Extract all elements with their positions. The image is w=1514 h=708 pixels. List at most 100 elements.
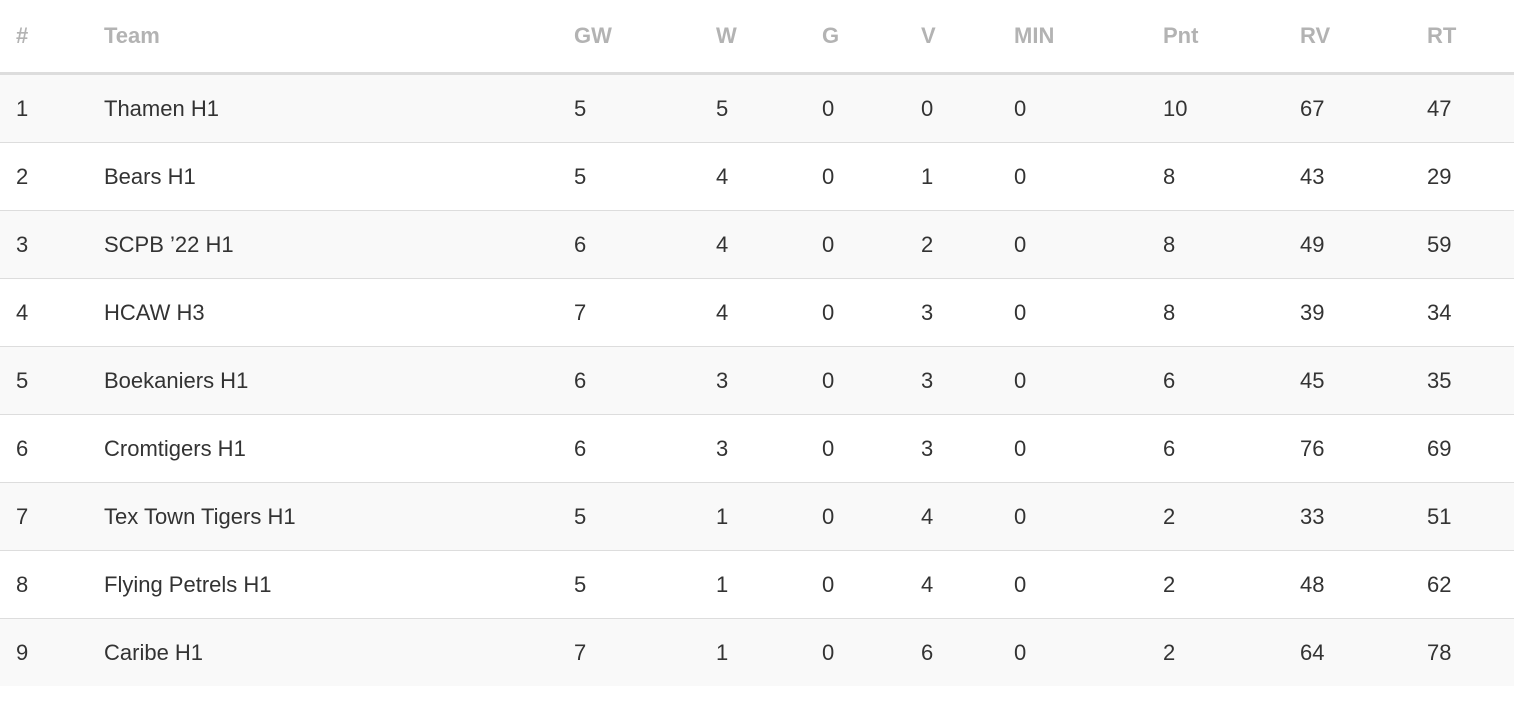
cell-losses: 3 [921,278,1014,347]
standings-body: 1 Thamen H1 5 5 0 0 0 10 67 47 2 Bears H1 5 4 0 1 0 8 43 29… [0,73,1514,686]
cell-team-name: Flying Petrels H1 [104,550,574,619]
table-row: 1 Thamen H1 5 5 0 0 0 10 67 47 [0,73,1514,143]
standings-table: # Team GW W G V MIN Pnt RV RT 1 Thamen H1… [0,0,1514,686]
cell-wins: 4 [716,278,822,347]
cell-runs-for: 67 [1300,73,1427,143]
cell-runs-for: 43 [1300,142,1427,211]
cell-games-played: 6 [574,414,716,483]
table-row: 7 Tex Town Tigers H1 5 1 0 4 0 2 33 51 [0,482,1514,551]
table-row: 5 Boekaniers H1 6 3 0 3 0 6 45 35 [0,346,1514,415]
cell-position: 1 [0,73,104,143]
header-draws[interactable]: G [822,0,921,75]
cell-games-played: 6 [574,346,716,415]
cell-position: 3 [0,210,104,279]
cell-wins: 4 [716,210,822,279]
cell-runs-against: 29 [1427,142,1514,211]
cell-losses: 1 [921,142,1014,211]
cell-penalty-points: 0 [1014,142,1163,211]
header-runs-for[interactable]: RV [1300,0,1427,75]
cell-losses: 4 [921,550,1014,619]
cell-draws: 0 [822,482,921,551]
cell-runs-for: 48 [1300,550,1427,619]
header-position[interactable]: # [0,0,104,75]
cell-penalty-points: 0 [1014,278,1163,347]
header-row: # Team GW W G V MIN Pnt RV RT [0,0,1514,75]
cell-losses: 4 [921,482,1014,551]
cell-points: 6 [1163,414,1300,483]
cell-losses: 3 [921,346,1014,415]
cell-position: 9 [0,618,104,686]
cell-draws: 0 [822,73,921,143]
cell-games-played: 7 [574,618,716,686]
cell-points: 8 [1163,278,1300,347]
cell-position: 8 [0,550,104,619]
cell-wins: 1 [716,550,822,619]
cell-losses: 3 [921,414,1014,483]
table-row: 6 Cromtigers H1 6 3 0 3 0 6 76 69 [0,414,1514,483]
cell-draws: 0 [822,210,921,279]
cell-team-name: HCAW H3 [104,278,574,347]
cell-draws: 0 [822,414,921,483]
cell-draws: 0 [822,550,921,619]
cell-games-played: 5 [574,550,716,619]
cell-penalty-points: 0 [1014,73,1163,143]
table-row: 3 SCPB ’22 H1 6 4 0 2 0 8 49 59 [0,210,1514,279]
cell-team-name: Tex Town Tigers H1 [104,482,574,551]
table-row: 2 Bears H1 5 4 0 1 0 8 43 29 [0,142,1514,211]
cell-team-name: Boekaniers H1 [104,346,574,415]
cell-runs-for: 76 [1300,414,1427,483]
cell-points: 2 [1163,550,1300,619]
table-row: 4 HCAW H3 7 4 0 3 0 8 39 34 [0,278,1514,347]
header-team[interactable]: Team [104,0,574,75]
cell-games-played: 5 [574,142,716,211]
cell-penalty-points: 0 [1014,210,1163,279]
cell-position: 4 [0,278,104,347]
cell-runs-against: 51 [1427,482,1514,551]
cell-team-name: Bears H1 [104,142,574,211]
header-losses[interactable]: V [921,0,1014,75]
cell-wins: 3 [716,346,822,415]
header-games-played[interactable]: GW [574,0,716,75]
header-penalty-points[interactable]: MIN [1014,0,1163,75]
cell-losses: 2 [921,210,1014,279]
table-row: 9 Caribe H1 7 1 0 6 0 2 64 78 [0,618,1514,686]
cell-team-name: Cromtigers H1 [104,414,574,483]
cell-team-name: Caribe H1 [104,618,574,686]
cell-runs-for: 39 [1300,278,1427,347]
table-row: 8 Flying Petrels H1 5 1 0 4 0 2 48 62 [0,550,1514,619]
cell-runs-for: 45 [1300,346,1427,415]
standings-header: # Team GW W G V MIN Pnt RV RT [0,0,1514,75]
header-wins[interactable]: W [716,0,822,75]
header-runs-against[interactable]: RT [1427,0,1514,75]
cell-wins: 3 [716,414,822,483]
cell-runs-against: 78 [1427,618,1514,686]
cell-position: 7 [0,482,104,551]
cell-losses: 0 [921,73,1014,143]
cell-team-name: SCPB ’22 H1 [104,210,574,279]
cell-runs-against: 35 [1427,346,1514,415]
header-points[interactable]: Pnt [1163,0,1300,75]
cell-games-played: 7 [574,278,716,347]
cell-points: 2 [1163,618,1300,686]
cell-runs-for: 49 [1300,210,1427,279]
cell-position: 6 [0,414,104,483]
cell-points: 6 [1163,346,1300,415]
cell-points: 2 [1163,482,1300,551]
cell-games-played: 6 [574,210,716,279]
cell-runs-against: 34 [1427,278,1514,347]
cell-position: 5 [0,346,104,415]
cell-penalty-points: 0 [1014,482,1163,551]
cell-wins: 1 [716,482,822,551]
cell-runs-against: 62 [1427,550,1514,619]
cell-wins: 1 [716,618,822,686]
cell-team-name: Thamen H1 [104,73,574,143]
cell-draws: 0 [822,618,921,686]
cell-games-played: 5 [574,482,716,551]
cell-wins: 5 [716,73,822,143]
cell-penalty-points: 0 [1014,550,1163,619]
cell-runs-against: 59 [1427,210,1514,279]
cell-position: 2 [0,142,104,211]
cell-penalty-points: 0 [1014,346,1163,415]
cell-runs-against: 69 [1427,414,1514,483]
cell-runs-for: 33 [1300,482,1427,551]
